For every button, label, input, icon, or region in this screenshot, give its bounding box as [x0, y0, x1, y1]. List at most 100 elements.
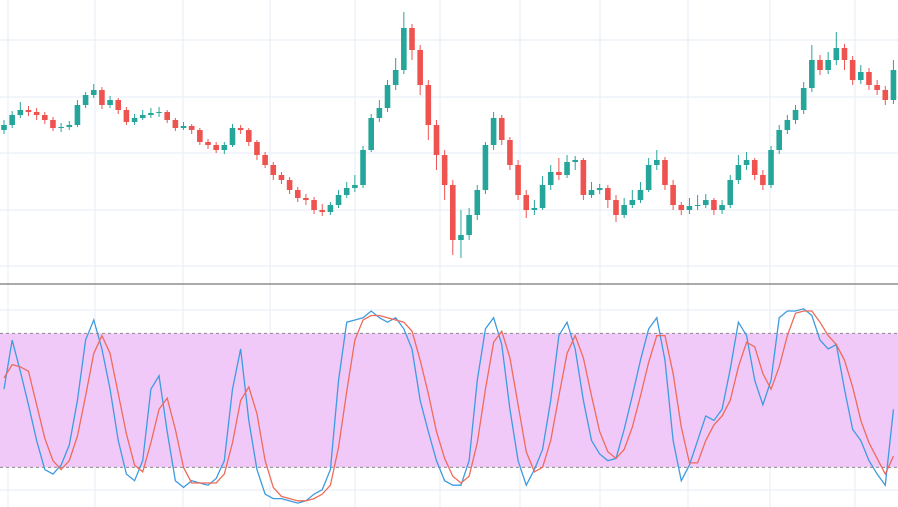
candle-body	[311, 200, 317, 210]
candle-body	[792, 110, 799, 120]
candle-body	[286, 180, 293, 190]
candle-body	[572, 160, 578, 162]
candle-body	[343, 188, 350, 195]
candle-body	[221, 145, 228, 150]
candle-body	[686, 206, 693, 210]
candle-body	[107, 100, 113, 105]
candle-body	[531, 208, 538, 210]
candle-body	[294, 190, 301, 198]
candle-body	[694, 205, 701, 206]
candle-body	[148, 113, 154, 115]
candle-body	[139, 115, 146, 118]
candle-body	[172, 120, 179, 128]
candle-body	[466, 215, 472, 235]
candle-body	[213, 145, 219, 150]
candle-body	[809, 60, 815, 88]
candle-body	[564, 162, 570, 175]
candle-body	[637, 190, 644, 200]
candle-body	[507, 140, 513, 165]
candle-body	[50, 120, 56, 128]
candle-body	[188, 126, 195, 130]
candle-body	[99, 90, 105, 105]
candle-body	[327, 205, 334, 212]
candle-body	[882, 90, 889, 100]
candle-body	[735, 165, 742, 180]
candle-body	[596, 188, 603, 190]
candle-body	[719, 205, 725, 210]
candle-body	[392, 70, 399, 85]
candle-body	[621, 205, 627, 215]
candle-body	[384, 85, 391, 108]
candle-body	[670, 185, 676, 205]
stochastic-line	[3, 310, 895, 502]
candle-body	[335, 195, 342, 205]
candle-body	[849, 60, 856, 80]
candle-body	[409, 28, 415, 50]
candle-body	[74, 105, 81, 125]
candle-body	[441, 155, 448, 185]
candle-body	[768, 150, 774, 185]
candle-body	[82, 95, 89, 105]
candle-body	[605, 188, 611, 200]
candle-body	[25, 110, 32, 112]
stochastic-line	[3, 308, 895, 504]
candle-body	[523, 195, 530, 210]
candle-body	[825, 60, 831, 70]
candle-body	[401, 28, 407, 70]
candle-body	[197, 130, 203, 142]
candle-body	[270, 165, 277, 175]
candle-body	[760, 175, 766, 185]
candle-body	[9, 115, 15, 125]
candle-body	[474, 190, 481, 215]
candle-body	[433, 125, 440, 155]
candle-body	[711, 200, 717, 210]
candle-body	[490, 118, 497, 145]
candle-body	[360, 150, 366, 185]
candle-body	[262, 155, 268, 165]
candle-body	[180, 126, 187, 128]
candle-body	[556, 172, 562, 175]
candle-body	[352, 185, 358, 188]
candle-body	[580, 160, 587, 195]
candle-body	[90, 90, 97, 95]
candle-body	[613, 200, 619, 215]
candle-body	[131, 118, 138, 122]
candle-body	[539, 185, 546, 208]
candle-body	[278, 175, 285, 180]
candle-body	[417, 50, 423, 85]
candle-body	[654, 160, 660, 165]
candle-body	[319, 210, 326, 212]
candle-body	[123, 110, 130, 122]
candle-body	[874, 85, 880, 90]
candle-body	[237, 128, 244, 130]
candle-body	[662, 160, 668, 185]
candle-body	[515, 165, 521, 195]
candle-body	[482, 145, 489, 190]
candle-body	[678, 205, 685, 210]
candle-body	[833, 48, 840, 60]
candle-body	[425, 85, 432, 125]
candle-body	[17, 110, 24, 115]
candle-body	[254, 142, 260, 155]
candle-body	[841, 48, 848, 60]
band-fill	[0, 333, 898, 468]
candle-body	[58, 127, 64, 128]
candle-body	[784, 120, 791, 130]
candle-body	[156, 112, 162, 113]
candle-body	[164, 112, 170, 120]
candle-body	[817, 60, 823, 70]
candle-body	[702, 200, 709, 205]
candle-body	[629, 200, 636, 205]
candle-body	[205, 142, 211, 145]
candle-body	[645, 165, 652, 190]
candle-body	[450, 185, 456, 240]
candle-body	[66, 125, 73, 127]
candle-body	[727, 180, 734, 205]
candle-body	[115, 100, 122, 110]
candle-body	[33, 112, 40, 115]
candle-body	[776, 130, 782, 150]
candle-body	[368, 118, 374, 150]
candle-body	[303, 198, 309, 200]
candle-body	[246, 130, 252, 142]
